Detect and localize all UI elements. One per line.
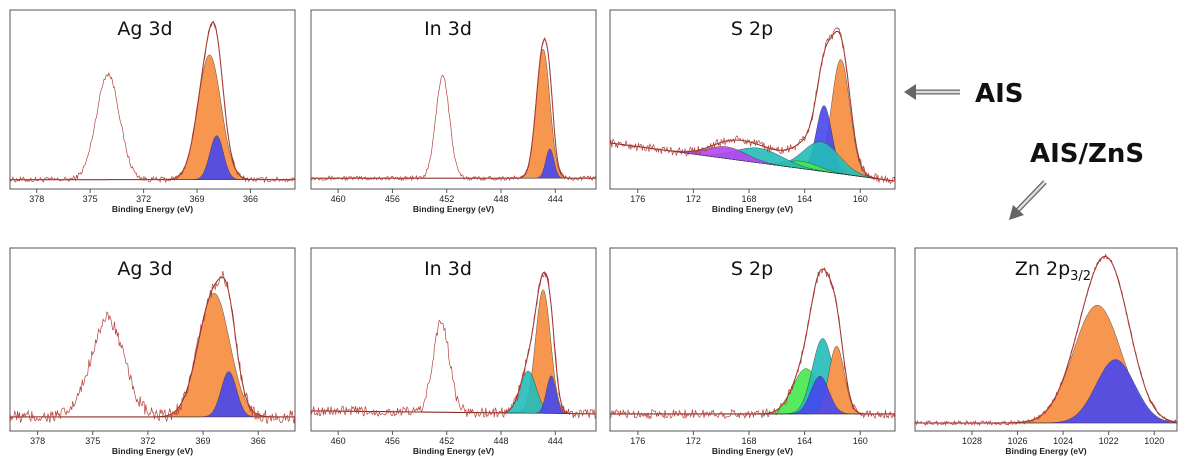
annotation-ais: AIS bbox=[904, 79, 1024, 109]
label-ais: AIS bbox=[975, 79, 1024, 109]
raw-spectrum bbox=[310, 37, 597, 182]
x-tick-label: 452 bbox=[439, 194, 454, 204]
panel-title-subscript: 3/2 bbox=[1070, 269, 1091, 284]
x-tick-label: 160 bbox=[853, 436, 868, 446]
fit-envelope bbox=[10, 276, 295, 418]
panel-title: Ag 3d bbox=[117, 18, 172, 40]
x-tick-label: 366 bbox=[243, 194, 258, 204]
fit-envelope bbox=[10, 21, 295, 181]
panel-title: Zn 2p3/2 bbox=[1015, 258, 1091, 284]
x-tick-label: 176 bbox=[630, 194, 645, 204]
panel-zns-in3d: 460 456 452 448 444 Binding Energy (eV) In 3d bbox=[310, 247, 597, 456]
x-tick-label: 378 bbox=[29, 194, 44, 204]
plot-frame bbox=[609, 9, 896, 190]
panel-title: Ag 3d bbox=[117, 258, 172, 280]
x-tick-label: 448 bbox=[493, 194, 508, 204]
plot-frame bbox=[310, 9, 597, 190]
panel-title: In 3d bbox=[424, 258, 472, 280]
x-axis-label: Binding Energy (eV) bbox=[112, 204, 193, 214]
label-ais-zns: AIS/ZnS bbox=[1030, 139, 1144, 169]
x-tick-label: 456 bbox=[385, 436, 400, 446]
panel-title: S 2p bbox=[731, 18, 773, 40]
component-peak bbox=[10, 293, 295, 418]
x-tick-label: 164 bbox=[797, 194, 812, 204]
plot-frame bbox=[9, 247, 296, 432]
x-tick-label: 160 bbox=[853, 194, 868, 204]
x-tick-label: 1022 bbox=[1099, 436, 1119, 446]
x-tick-label: 164 bbox=[797, 436, 812, 446]
plot-frame bbox=[9, 9, 296, 190]
plot-frame bbox=[310, 247, 597, 432]
panel-ais-s2p: 176 172 168 164 160 Binding Energy (eV) S 2p bbox=[609, 9, 896, 214]
x-tick-label: 460 bbox=[331, 436, 346, 446]
panel-zns-ag3d: 378 375 372 369 366 Binding Energy (eV) Ag 3d bbox=[9, 247, 296, 456]
arrow-left-head bbox=[904, 84, 916, 100]
x-tick-label: 372 bbox=[136, 194, 151, 204]
x-tick-label: 172 bbox=[686, 194, 701, 204]
component-peak bbox=[10, 54, 296, 180]
x-tick-label: 1024 bbox=[1053, 436, 1073, 446]
x-tick-label: 460 bbox=[331, 194, 346, 204]
x-tick-label: 168 bbox=[742, 194, 757, 204]
x-tick-label: 168 bbox=[742, 436, 757, 446]
x-tick-label: 378 bbox=[30, 436, 45, 446]
x-tick-label: 172 bbox=[686, 436, 701, 446]
plot-frame bbox=[914, 247, 1178, 432]
raw-spectrum bbox=[310, 271, 597, 420]
x-tick-label: 1026 bbox=[1008, 436, 1028, 446]
x-tick-label: 176 bbox=[630, 436, 645, 446]
raw-spectrum bbox=[914, 253, 1178, 427]
arrow-down-left-head bbox=[1009, 205, 1024, 220]
raw-spectrum bbox=[9, 20, 296, 184]
x-axis-label: Binding Energy (eV) bbox=[413, 446, 494, 456]
raw-spectrum bbox=[9, 270, 296, 424]
x-tick-label: 369 bbox=[190, 194, 205, 204]
x-axis-label: Binding Energy (eV) bbox=[413, 204, 494, 214]
panel-title: S 2p bbox=[731, 258, 773, 280]
x-tick-label: 375 bbox=[85, 436, 100, 446]
x-tick-label: 369 bbox=[196, 436, 211, 446]
x-tick-label: 1020 bbox=[1144, 436, 1164, 446]
x-axis-label: Binding Energy (eV) bbox=[712, 446, 793, 456]
arrow-down-left-inner bbox=[1017, 181, 1046, 211]
panel-title: In 3d bbox=[424, 18, 472, 40]
x-tick-label: 452 bbox=[439, 436, 454, 446]
x-tick-label: 448 bbox=[493, 436, 508, 446]
panel-title-main: Zn 2p bbox=[1015, 258, 1070, 280]
panel-zns-s2p: 176 172 168 164 160 Binding Energy (eV) S 2p bbox=[609, 247, 896, 456]
fit-envelope bbox=[610, 268, 895, 415]
panel-ais-in3d: 460 456 452 448 444 Binding Energy (eV) In 3d bbox=[310, 9, 597, 214]
annotation-ais-zns: AIS/ZnS bbox=[1009, 139, 1144, 220]
panel-ais-ag3d: 378 375 372 369 366 Binding Energy (eV) Ag 3d bbox=[9, 9, 296, 214]
panel-zns-zn2p: 1028 1026 1024 1022 1020 Binding Energy (eV) Z… bbox=[914, 247, 1178, 456]
x-tick-label: 366 bbox=[251, 436, 266, 446]
x-tick-label: 372 bbox=[140, 436, 155, 446]
x-tick-label: 444 bbox=[548, 436, 563, 446]
x-axis-label: Binding Energy (eV) bbox=[1005, 446, 1086, 456]
raw-spectrum bbox=[609, 26, 896, 185]
component-peak bbox=[10, 135, 295, 180]
x-tick-label: 456 bbox=[385, 194, 400, 204]
plot-frame bbox=[609, 247, 896, 432]
raw-spectrum bbox=[609, 266, 896, 420]
x-axis-label: Binding Energy (eV) bbox=[112, 446, 193, 456]
x-axis-label: Binding Energy (eV) bbox=[712, 204, 793, 214]
x-tick-label: 375 bbox=[83, 194, 98, 204]
x-tick-label: 444 bbox=[548, 194, 563, 204]
x-tick-label: 1028 bbox=[962, 436, 982, 446]
